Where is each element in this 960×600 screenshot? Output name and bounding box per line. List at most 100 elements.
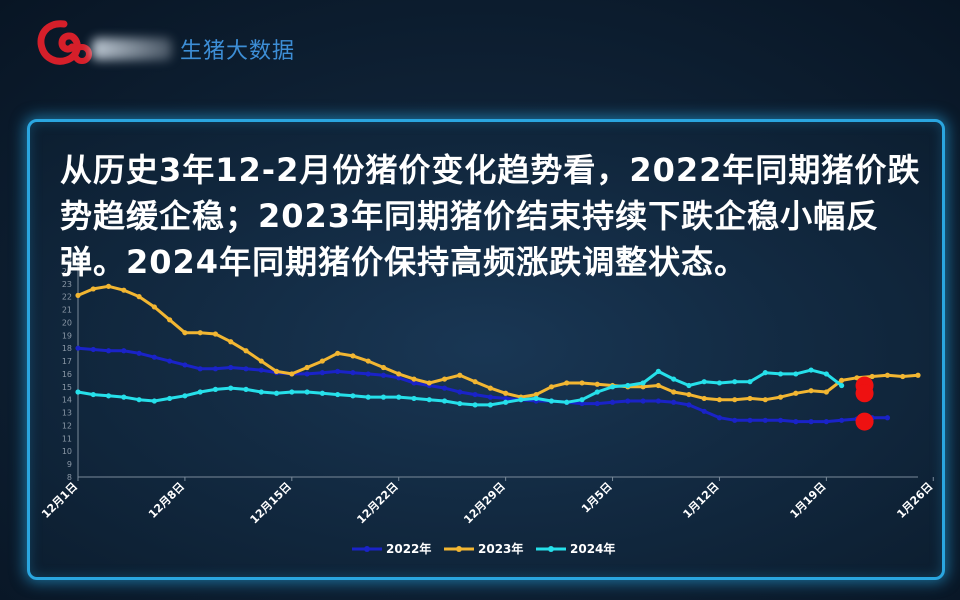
data-point	[655, 368, 661, 374]
data-point	[839, 377, 845, 383]
data-point	[701, 379, 707, 385]
data-point	[273, 390, 280, 396]
data-point	[289, 371, 295, 377]
headline-text: 从历史3年12-2月份猪价变化趋势看，2022年同期猪价跌势趋缓企稳；2023年…	[60, 151, 921, 281]
data-point	[564, 399, 570, 405]
data-point	[441, 398, 448, 404]
data-point	[762, 417, 768, 423]
data-point	[350, 353, 356, 359]
data-point	[503, 395, 509, 402]
data-point	[839, 417, 845, 423]
legend-label: 2022年	[386, 541, 431, 556]
data-point	[869, 373, 875, 380]
data-point	[228, 364, 234, 371]
data-point	[579, 400, 585, 407]
data-point	[564, 380, 570, 386]
series-line-2023年	[77, 284, 919, 402]
data-point	[136, 397, 142, 403]
data-point	[182, 393, 188, 399]
data-point	[105, 393, 112, 399]
data-point	[732, 417, 738, 423]
data-point	[472, 391, 478, 398]
data-point	[105, 348, 112, 354]
data-point	[579, 380, 585, 386]
data-point	[136, 294, 142, 300]
data-point	[457, 389, 463, 395]
legend-marker	[548, 546, 554, 552]
data-point	[747, 395, 753, 402]
data-point	[655, 382, 661, 389]
data-point	[472, 379, 478, 385]
data-point	[350, 393, 356, 399]
data-point	[548, 398, 555, 404]
data-point	[212, 386, 219, 392]
data-point	[457, 400, 463, 407]
data-point	[594, 400, 600, 407]
y-tick-label: 23	[62, 280, 72, 289]
y-tick-label: 15	[62, 383, 72, 392]
data-point	[319, 358, 325, 364]
data-point	[823, 389, 829, 395]
data-point	[121, 287, 127, 293]
x-tick-label: 12月15日	[248, 480, 294, 526]
data-point	[441, 385, 448, 391]
data-point	[75, 292, 81, 298]
data-point	[90, 286, 96, 292]
y-tick-label: 13	[62, 409, 72, 418]
data-point	[732, 397, 738, 403]
data-point	[747, 379, 753, 385]
data-point	[380, 372, 387, 378]
data-point	[304, 389, 310, 395]
data-point	[335, 368, 341, 374]
data-point	[365, 358, 371, 364]
data-point	[273, 368, 280, 374]
x-tick-label: 1月19日	[787, 480, 828, 521]
data-point	[671, 376, 677, 382]
data-point	[335, 391, 341, 398]
data-point	[609, 384, 616, 390]
data-point	[594, 381, 600, 387]
data-point	[243, 386, 249, 392]
data-point	[839, 382, 845, 389]
data-point	[182, 362, 188, 368]
content-panel	[27, 119, 945, 580]
data-point	[411, 395, 417, 402]
data-point	[487, 402, 493, 408]
y-tick-label: 22	[62, 293, 72, 302]
data-point	[90, 391, 96, 398]
data-point	[625, 382, 631, 389]
data-point	[808, 388, 814, 394]
legend-marker	[456, 546, 462, 552]
data-point	[258, 367, 264, 373]
data-point	[396, 371, 402, 377]
data-point	[762, 370, 768, 376]
data-point	[411, 376, 417, 382]
data-point	[258, 389, 264, 395]
highlight-marker	[855, 412, 874, 431]
data-point	[640, 380, 646, 386]
y-tick-label: 12	[62, 421, 72, 430]
data-point	[793, 419, 799, 425]
data-point	[503, 390, 509, 396]
data-point	[793, 371, 799, 377]
data-point	[487, 394, 493, 400]
data-point	[701, 408, 707, 414]
data-point	[197, 389, 203, 395]
data-point	[380, 364, 387, 371]
data-point	[808, 367, 814, 373]
data-point	[396, 394, 402, 400]
data-point	[365, 394, 371, 400]
data-point	[686, 402, 692, 408]
data-point	[319, 390, 325, 396]
data-point	[625, 398, 631, 404]
data-point	[655, 398, 661, 404]
data-point	[304, 364, 310, 371]
data-point	[762, 397, 768, 403]
x-tick-label: 12月8日	[146, 480, 187, 521]
y-tick-label: 14	[62, 396, 72, 405]
page-title: 生猪大数据	[180, 39, 296, 64]
data-point	[747, 417, 753, 423]
data-point	[167, 395, 173, 402]
data-point	[548, 384, 555, 390]
data-point	[716, 380, 723, 386]
